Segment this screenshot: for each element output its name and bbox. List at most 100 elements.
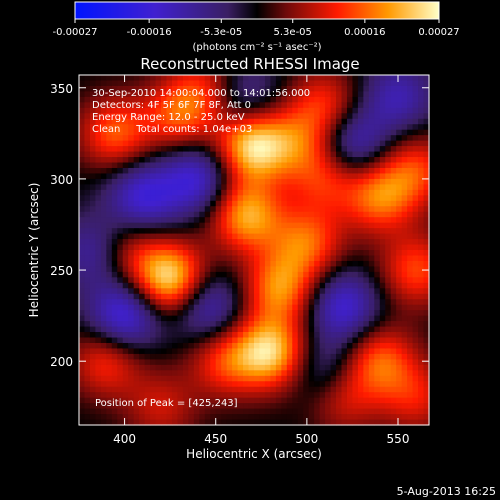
heatmap-cell [210, 299, 216, 305]
heatmap-cell [227, 255, 233, 261]
heatmap-cell [287, 195, 293, 201]
heatmap-cell [134, 321, 140, 327]
heatmap-cell [331, 359, 337, 365]
heatmap-cell [276, 152, 282, 158]
heatmap-cell [95, 146, 101, 152]
heatmap-cell [418, 201, 424, 207]
heatmap-cell [172, 152, 178, 158]
heatmap-cell [380, 179, 386, 185]
heatmap-cell [194, 387, 200, 393]
heatmap-cell [101, 327, 107, 333]
heatmap-cell [259, 206, 265, 212]
heatmap-cell [205, 305, 211, 311]
heatmap-cell [402, 102, 408, 108]
heatmap-cell [270, 310, 276, 316]
heatmap-cell [183, 310, 189, 316]
heatmap-cell [314, 403, 320, 409]
heatmap-cell [292, 228, 298, 234]
heatmap-cell [259, 184, 265, 190]
heatmap-cell [194, 370, 200, 376]
heatmap-cell [407, 80, 413, 86]
heatmap-cell [227, 75, 233, 81]
heatmap-cell [369, 75, 375, 81]
heatmap-cell [369, 261, 375, 267]
heatmap-cell [232, 239, 238, 245]
heatmap-cell [358, 381, 364, 387]
heatmap-cell [199, 359, 205, 365]
heatmap-cell [336, 365, 342, 371]
heatmap-cell [232, 387, 238, 393]
heatmap-cell [325, 168, 331, 174]
heatmap-cell [380, 130, 386, 136]
heatmap-cell [407, 223, 413, 229]
heatmap-cell [79, 157, 85, 163]
heatmap-cell [363, 299, 369, 305]
heatmap-cell [84, 80, 90, 86]
heatmap-cell [336, 376, 342, 382]
heatmap-cell [79, 228, 85, 234]
colorbar-tick-label: -0.00016 [127, 27, 172, 38]
heatmap-cell [79, 255, 85, 261]
heatmap-cell [352, 234, 358, 240]
heatmap-cell [407, 277, 413, 283]
heatmap-cell [177, 414, 183, 420]
heatmap-cell [418, 398, 424, 404]
heatmap-cell [418, 223, 424, 229]
heatmap-cell [309, 234, 315, 240]
chart-title: Reconstructed RHESSI Image [140, 55, 359, 73]
heatmap-cell [292, 299, 298, 305]
heatmap-cell [243, 234, 249, 240]
heatmap-cell [298, 75, 304, 81]
heatmap-cell [205, 343, 211, 349]
heatmap-cell [238, 245, 244, 251]
heatmap-cell [309, 409, 315, 415]
heatmap-cell [101, 217, 107, 223]
heatmap-cell [320, 261, 326, 267]
heatmap-cell [238, 206, 244, 212]
heatmap-cell [325, 327, 331, 333]
heatmap-cell [287, 163, 293, 169]
heatmap-cell [101, 255, 107, 261]
heatmap-cell [232, 283, 238, 289]
heatmap-cell [90, 365, 96, 371]
heatmap-cell [352, 201, 358, 207]
heatmap-cell [363, 294, 369, 300]
heatmap-cell [95, 135, 101, 141]
heatmap-cell [128, 299, 134, 305]
heatmap-cell [385, 272, 391, 278]
heatmap-cell [325, 245, 331, 251]
heatmap-cell [123, 354, 129, 360]
heatmap-cell [418, 327, 424, 333]
heatmap-cell [243, 299, 249, 305]
heatmap-cell [150, 381, 156, 387]
heatmap-cell [210, 157, 216, 163]
heatmap-cell [128, 272, 134, 278]
heatmap-cell [95, 173, 101, 179]
heatmap-cell [243, 403, 249, 409]
heatmap-cell [101, 365, 107, 371]
heatmap-cell [199, 272, 205, 278]
heatmap-cell [249, 359, 255, 365]
heatmap-cell [418, 184, 424, 190]
heatmap-cell [292, 239, 298, 245]
heatmap-cell [298, 310, 304, 316]
heatmap-cell [205, 321, 211, 327]
heatmap-cell [314, 195, 320, 201]
heatmap-cell [385, 321, 391, 327]
heatmap-cell [281, 80, 287, 86]
heatmap-cell [139, 212, 145, 218]
heatmap-cell [117, 168, 123, 174]
heatmap-cell [259, 190, 265, 196]
heatmap-cell [123, 294, 129, 300]
heatmap-cell [363, 381, 369, 387]
heatmap-cell [358, 75, 364, 81]
heatmap-cell [79, 288, 85, 294]
heatmap-cell [101, 414, 107, 420]
heatmap-cell [270, 113, 276, 119]
heatmap-cell [177, 409, 183, 415]
heatmap-cell [238, 75, 244, 81]
heatmap-cell [385, 86, 391, 92]
heatmap-cell [134, 168, 140, 174]
heatmap-cell [194, 316, 200, 322]
heatmap-cell [84, 381, 90, 387]
